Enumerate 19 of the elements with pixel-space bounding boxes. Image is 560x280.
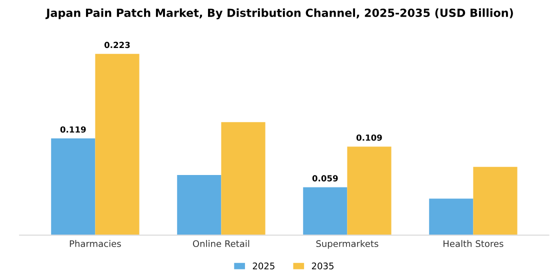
data-label: 0.109 <box>356 134 382 141</box>
legend-label: 2025 <box>252 262 274 270</box>
x-tick-label: Health Stores <box>444 240 504 248</box>
data-label: 0.059 <box>312 175 338 182</box>
x-tick-label: Supermarkets <box>316 240 378 249</box>
bar <box>473 166 518 236</box>
data-label: 0.223 <box>104 42 130 48</box>
bar <box>303 187 348 236</box>
bar <box>221 122 266 236</box>
x-tick-label: Pharmacies <box>70 240 121 248</box>
bar <box>51 138 96 236</box>
data-label: 0.119 <box>60 126 86 133</box>
legend-label: 2035 <box>312 262 334 270</box>
bar <box>177 175 222 236</box>
bar <box>95 54 140 236</box>
x-tick-label: Online Retail <box>192 240 250 248</box>
chart-title: Japan Pain Patch Market, By Distribution Channel, 2025-2035 (USD Billion) <box>45 8 513 20</box>
bar <box>347 146 392 236</box>
bar <box>429 198 474 236</box>
